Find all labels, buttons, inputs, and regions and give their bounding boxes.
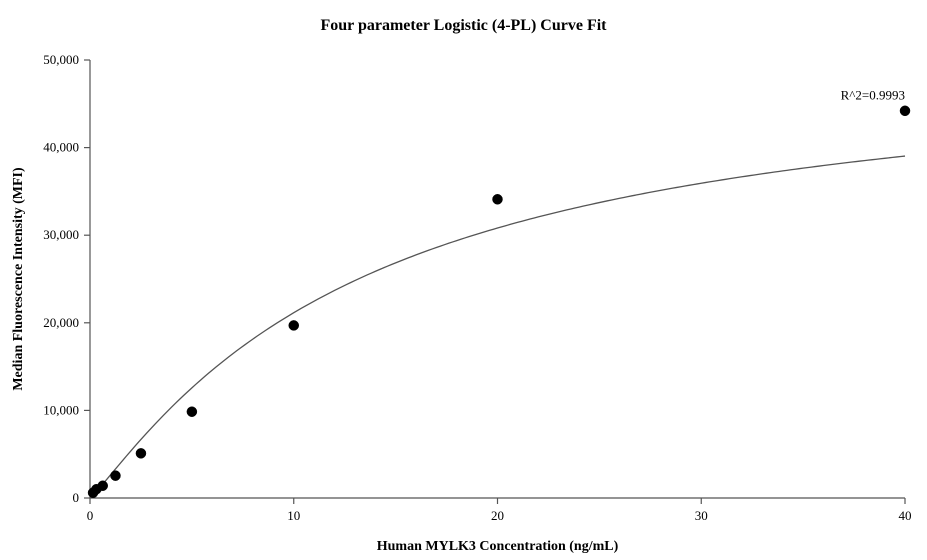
chart-background (0, 0, 927, 560)
chart-container: Four parameter Logistic (4-PL) Curve Fit… (0, 0, 927, 560)
y-tick-label: 30,000 (43, 227, 79, 242)
data-point (493, 194, 503, 204)
y-tick-label: 20,000 (43, 315, 79, 330)
data-point (136, 448, 146, 458)
y-tick-label: 50,000 (43, 52, 79, 67)
x-tick-label: 20 (491, 508, 504, 523)
y-tick-label: 0 (73, 490, 80, 505)
data-point (187, 407, 197, 417)
data-point (110, 471, 120, 481)
chart-title: Four parameter Logistic (4-PL) Curve Fit (320, 17, 607, 34)
x-tick-label: 40 (899, 508, 912, 523)
x-axis-label: Human MYLK3 Concentration (ng/mL) (377, 539, 619, 554)
y-axis-label: Median Fluorescence Intensity (MFI) (11, 167, 26, 391)
data-point (900, 106, 910, 116)
data-point (289, 320, 299, 330)
chart-svg: Four parameter Logistic (4-PL) Curve Fit… (0, 0, 927, 560)
x-tick-label: 10 (287, 508, 300, 523)
r-squared-annotation: R^2=0.9993 (841, 87, 905, 102)
x-tick-label: 30 (695, 508, 708, 523)
x-tick-label: 0 (87, 508, 94, 523)
y-tick-label: 10,000 (43, 402, 79, 417)
data-point (98, 481, 108, 491)
y-tick-label: 40,000 (43, 140, 79, 155)
